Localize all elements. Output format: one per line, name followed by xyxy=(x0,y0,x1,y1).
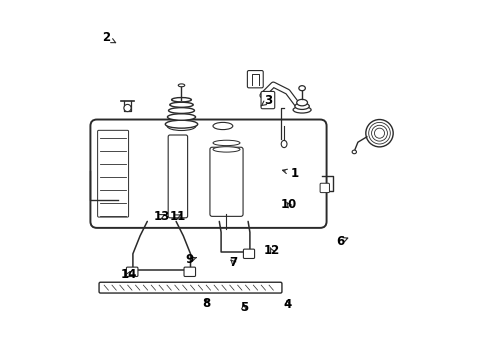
Ellipse shape xyxy=(167,114,195,120)
Ellipse shape xyxy=(178,84,184,87)
Circle shape xyxy=(123,104,131,112)
FancyBboxPatch shape xyxy=(90,120,326,228)
Ellipse shape xyxy=(165,120,197,128)
Text: 9: 9 xyxy=(185,253,196,266)
Ellipse shape xyxy=(294,103,309,109)
Text: 8: 8 xyxy=(202,297,210,310)
Ellipse shape xyxy=(213,140,240,145)
Text: 10: 10 xyxy=(280,198,296,211)
Text: 13: 13 xyxy=(153,210,169,222)
Text: 6: 6 xyxy=(335,235,347,248)
FancyBboxPatch shape xyxy=(168,135,187,218)
FancyBboxPatch shape xyxy=(243,249,254,258)
Text: 4: 4 xyxy=(283,298,291,311)
Ellipse shape xyxy=(213,147,240,152)
Text: 1: 1 xyxy=(282,167,298,180)
Text: 11: 11 xyxy=(170,210,186,222)
Ellipse shape xyxy=(281,140,286,148)
FancyBboxPatch shape xyxy=(183,267,195,276)
Ellipse shape xyxy=(296,99,307,106)
Text: 5: 5 xyxy=(239,301,247,314)
FancyBboxPatch shape xyxy=(209,147,243,216)
Text: 12: 12 xyxy=(263,244,279,257)
Ellipse shape xyxy=(167,122,196,130)
Ellipse shape xyxy=(351,150,356,154)
FancyBboxPatch shape xyxy=(247,71,263,88)
FancyBboxPatch shape xyxy=(99,282,282,293)
Ellipse shape xyxy=(292,107,310,113)
Ellipse shape xyxy=(298,86,305,91)
Ellipse shape xyxy=(168,108,194,113)
Text: 2: 2 xyxy=(102,31,116,44)
Text: 7: 7 xyxy=(228,256,237,269)
Text: 14: 14 xyxy=(120,268,137,281)
Text: 3: 3 xyxy=(261,94,271,107)
Ellipse shape xyxy=(169,102,193,107)
FancyBboxPatch shape xyxy=(126,267,138,276)
Ellipse shape xyxy=(213,122,232,130)
FancyBboxPatch shape xyxy=(320,183,329,193)
Circle shape xyxy=(365,120,392,147)
Ellipse shape xyxy=(171,98,191,102)
FancyBboxPatch shape xyxy=(261,91,274,109)
